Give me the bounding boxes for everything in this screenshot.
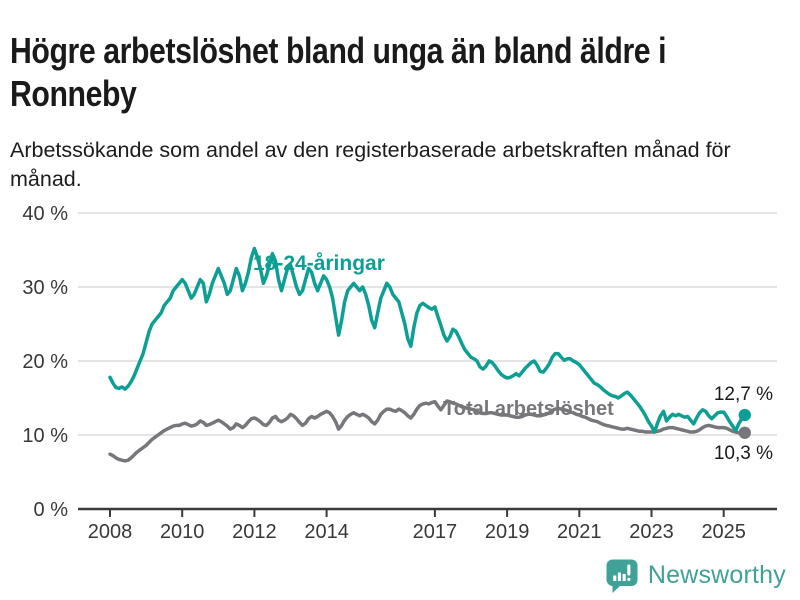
series-value-label-young: 12,7 % (714, 384, 773, 405)
series-end-dot-total (738, 426, 751, 439)
x-tick-label: 2017 (413, 521, 458, 543)
x-tick-label: 2014 (304, 521, 349, 543)
y-tick-label: 10 % (22, 425, 68, 447)
chart-subtitle: Arbetssökande som andel av den registerb… (10, 137, 731, 192)
page-title: Högre arbetslöshet bland unga än bland ä… (10, 30, 667, 114)
x-tick-label: 2021 (557, 521, 602, 543)
newsworthy-wordmark: Newsworthy (647, 561, 786, 589)
y-tick-label: 0 % (34, 499, 69, 521)
series-line-total (108, 399, 747, 463)
y-tick-label: 30 % (22, 277, 68, 299)
x-tick-label: 2012 (232, 521, 277, 543)
newsworthy-bubble-chart-icon (606, 559, 638, 593)
x-tick-label: 2023 (629, 521, 674, 543)
series-line-young (108, 246, 747, 434)
series-label-young: 18-24-åringar (253, 252, 385, 275)
x-tick-label: 2010 (160, 521, 205, 543)
x-tick-label: 2019 (485, 521, 530, 543)
newsworthy-logo: Newsworthy (605, 558, 786, 593)
x-tick-label: 2025 (701, 521, 746, 543)
series-end-dot-young (738, 408, 751, 422)
series-label-total: Total arbetslöshet (443, 398, 614, 420)
y-tick-label: 40 % (22, 203, 68, 225)
x-tick-label: 2008 (88, 521, 133, 543)
series-value-label-total: 10,3 % (714, 443, 773, 464)
y-tick-label: 20 % (22, 351, 68, 373)
